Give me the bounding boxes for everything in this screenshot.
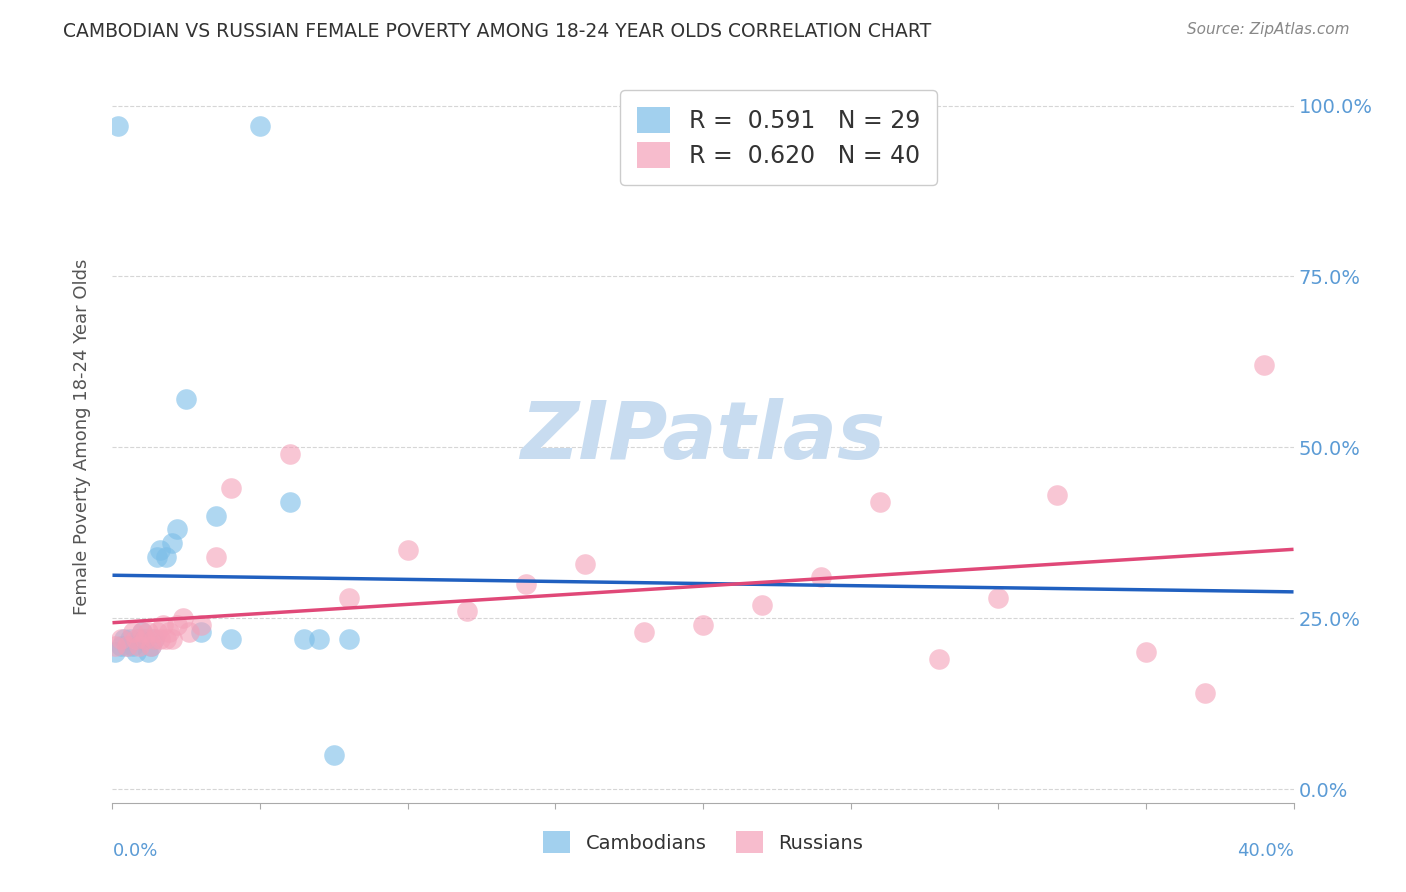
- Point: [308, 632, 330, 646]
- Text: CAMBODIAN VS RUSSIAN FEMALE POVERTY AMONG 18-24 YEAR OLDS CORRELATION CHART: CAMBODIAN VS RUSSIAN FEMALE POVERTY AMON…: [63, 22, 932, 41]
- Point: [107, 119, 129, 133]
- Point: [136, 624, 159, 639]
- Y-axis label: Female Poverty Among 18-24 Year Olds: Female Poverty Among 18-24 Year Olds: [73, 259, 91, 615]
- Point: [205, 549, 228, 564]
- Point: [131, 624, 153, 639]
- Point: [134, 632, 156, 646]
- Point: [219, 481, 242, 495]
- Point: [166, 522, 188, 536]
- Point: [278, 495, 301, 509]
- Point: [117, 639, 138, 653]
- Point: [110, 632, 132, 646]
- Point: [157, 624, 180, 639]
- Point: [117, 639, 138, 653]
- Point: [1253, 359, 1275, 373]
- Point: [337, 591, 360, 605]
- Point: [179, 624, 201, 639]
- Point: [149, 632, 172, 646]
- Point: [278, 447, 301, 461]
- Point: [104, 645, 127, 659]
- Point: [190, 618, 212, 632]
- Point: [205, 508, 228, 523]
- Point: [112, 632, 135, 646]
- Point: [142, 632, 165, 646]
- Point: [128, 639, 150, 653]
- Point: [219, 632, 242, 646]
- Point: [172, 611, 194, 625]
- Text: 0.0%: 0.0%: [112, 842, 157, 860]
- Point: [292, 632, 315, 646]
- Point: [136, 645, 159, 659]
- Point: [125, 645, 148, 659]
- Point: [110, 639, 132, 653]
- Point: [869, 495, 891, 509]
- Point: [928, 652, 950, 666]
- Point: [131, 624, 153, 639]
- Point: [456, 604, 478, 618]
- Point: [104, 639, 127, 653]
- Text: ZIPatlas: ZIPatlas: [520, 398, 886, 476]
- Point: [125, 632, 148, 646]
- Point: [249, 119, 271, 133]
- Point: [692, 618, 714, 632]
- Point: [122, 639, 145, 653]
- Point: [751, 598, 773, 612]
- Point: [134, 632, 156, 646]
- Point: [160, 632, 183, 646]
- Point: [810, 570, 832, 584]
- Point: [337, 632, 360, 646]
- Point: [128, 632, 150, 646]
- Point: [574, 557, 596, 571]
- Point: [155, 632, 177, 646]
- Point: [515, 577, 537, 591]
- Point: [1135, 645, 1157, 659]
- Point: [1046, 488, 1069, 502]
- Point: [987, 591, 1010, 605]
- Point: [152, 618, 174, 632]
- Point: [396, 542, 419, 557]
- Point: [190, 624, 212, 639]
- Point: [633, 624, 655, 639]
- Point: [142, 632, 165, 646]
- Point: [323, 747, 346, 762]
- Point: [146, 624, 169, 639]
- Point: [122, 624, 145, 639]
- Point: [146, 549, 169, 564]
- Legend: Cambodians, Russians: Cambodians, Russians: [529, 818, 877, 866]
- Point: [149, 542, 172, 557]
- Point: [139, 639, 162, 653]
- Point: [120, 632, 142, 646]
- Point: [1194, 686, 1216, 700]
- Point: [139, 639, 162, 653]
- Point: [174, 392, 197, 407]
- Text: 40.0%: 40.0%: [1237, 842, 1294, 860]
- Point: [166, 618, 188, 632]
- Text: Source: ZipAtlas.com: Source: ZipAtlas.com: [1187, 22, 1350, 37]
- Point: [160, 536, 183, 550]
- Point: [155, 549, 177, 564]
